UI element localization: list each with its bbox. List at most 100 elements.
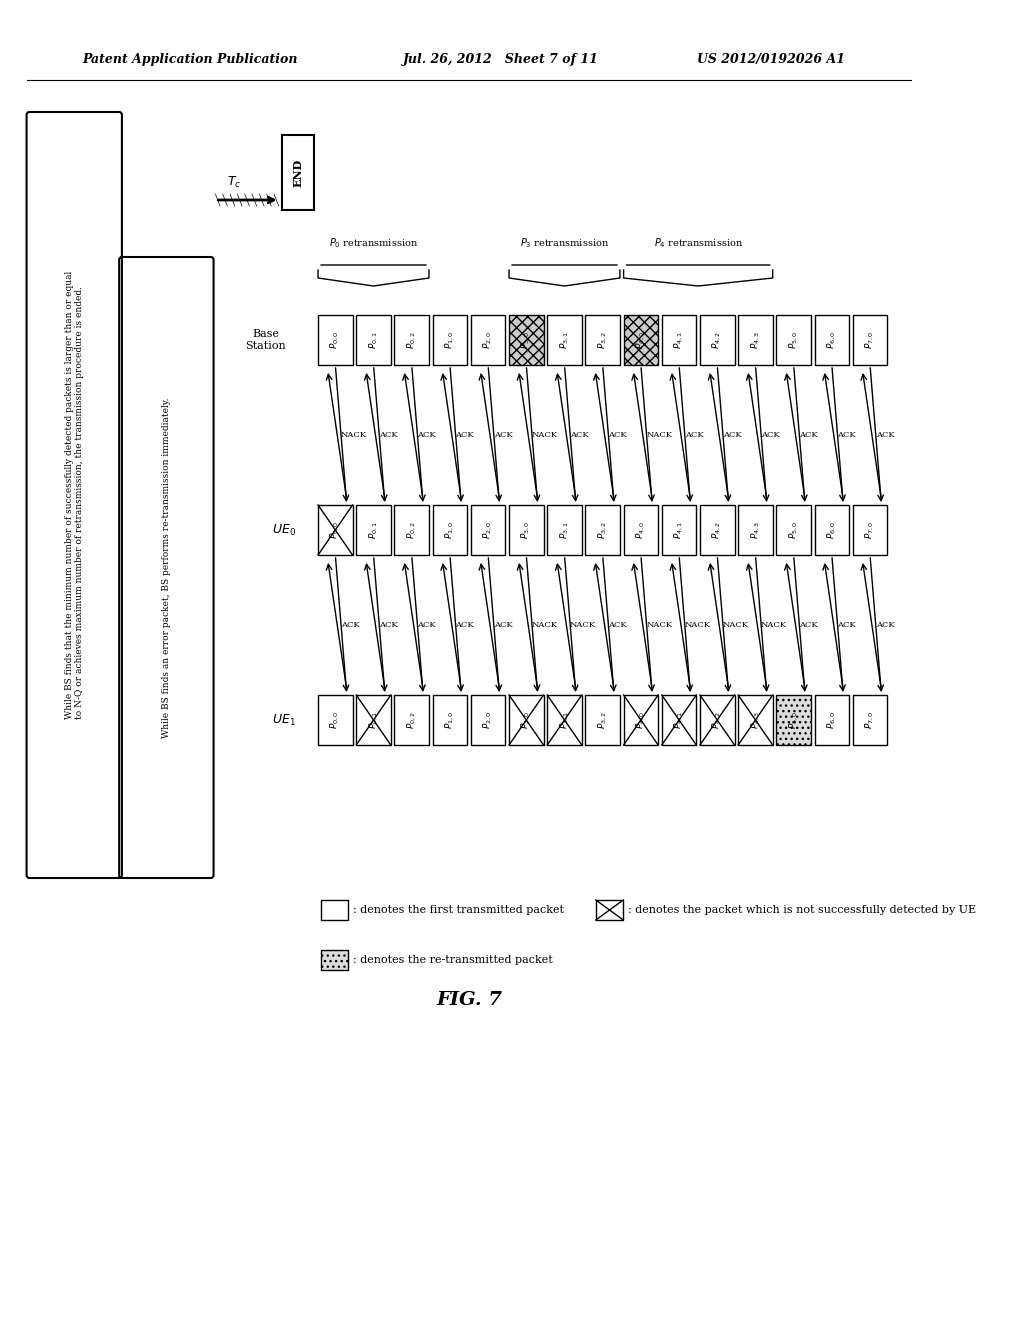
Text: $P_{4,3}$: $P_{4,3}$ <box>750 521 762 539</box>
Text: $P_{4,0}$: $P_{4,0}$ <box>635 521 647 539</box>
Bar <box>586 315 620 366</box>
Bar <box>432 506 467 554</box>
Text: ACK: ACK <box>723 432 741 440</box>
Bar <box>318 506 352 554</box>
Text: NACK: NACK <box>531 432 558 440</box>
Text: $P_{3,0}$: $P_{3,0}$ <box>520 711 532 729</box>
Text: $P_{3,1}$: $P_{3,1}$ <box>558 521 570 539</box>
Text: $P_{0,1}$: $P_{0,1}$ <box>368 331 380 348</box>
Text: : denotes the first transmitted packet: : denotes the first transmitted packet <box>353 906 564 915</box>
Text: ACK: ACK <box>341 620 359 630</box>
Text: $P_{3,2}$: $P_{3,2}$ <box>597 711 609 729</box>
Bar <box>509 315 544 366</box>
Bar <box>356 696 391 744</box>
Text: FIG. 7: FIG. 7 <box>436 991 503 1008</box>
Text: $P_{4,1}$: $P_{4,1}$ <box>673 711 685 729</box>
Bar <box>853 506 887 554</box>
Bar <box>700 506 734 554</box>
Bar <box>814 696 849 744</box>
Bar <box>547 315 582 366</box>
Bar <box>662 315 696 366</box>
Bar <box>662 506 696 554</box>
Bar <box>662 696 696 744</box>
Bar <box>814 506 849 554</box>
Text: Patent Application Publication: Patent Application Publication <box>83 54 298 66</box>
Text: : denotes the packet which is not successfully detected by UE: : denotes the packet which is not succes… <box>628 906 976 915</box>
Text: $P_{6,0}$: $P_{6,0}$ <box>825 331 838 348</box>
Text: $P_{4,1}$: $P_{4,1}$ <box>673 521 685 539</box>
Bar <box>624 696 658 744</box>
Text: ACK: ACK <box>608 432 627 440</box>
Text: ACK: ACK <box>379 620 398 630</box>
Text: $P_{5,0}$: $P_{5,0}$ <box>787 521 800 539</box>
Text: $P_0$ retransmission: $P_0$ retransmission <box>329 236 418 249</box>
Bar <box>509 696 544 744</box>
Bar <box>318 696 352 744</box>
Text: ACK: ACK <box>418 432 436 440</box>
Text: $P_{2,0}$: $P_{2,0}$ <box>482 521 495 539</box>
Text: $P_{1,0}$: $P_{1,0}$ <box>443 711 456 729</box>
Text: $T_c$: $T_c$ <box>226 174 241 190</box>
Text: ACK: ACK <box>379 432 398 440</box>
Text: $P_{0,0}$: $P_{0,0}$ <box>329 711 341 729</box>
Text: NACK: NACK <box>341 432 367 440</box>
Text: $P_3$ retransmission: $P_3$ retransmission <box>520 236 609 249</box>
Bar <box>853 315 887 366</box>
Text: ACK: ACK <box>876 432 894 440</box>
Text: $P_{0,2}$: $P_{0,2}$ <box>406 521 418 539</box>
Text: $UE_0$: $UE_0$ <box>272 523 296 537</box>
Text: $UE_1$: $UE_1$ <box>272 713 296 727</box>
Text: ACK: ACK <box>456 620 474 630</box>
Text: $P_{3,1}$: $P_{3,1}$ <box>558 711 570 729</box>
Text: ACK: ACK <box>608 620 627 630</box>
Bar <box>432 696 467 744</box>
Text: $P_{3,2}$: $P_{3,2}$ <box>597 521 609 539</box>
Text: $P_{0,1}$: $P_{0,1}$ <box>368 711 380 729</box>
Bar <box>356 315 391 366</box>
Text: $P_{4,3}$: $P_{4,3}$ <box>750 331 762 348</box>
Text: $P_4$ retransmission: $P_4$ retransmission <box>653 236 742 249</box>
Text: $P_{7,0}$: $P_{7,0}$ <box>864 331 877 348</box>
Bar <box>586 696 620 744</box>
Text: NACK: NACK <box>646 432 673 440</box>
Text: NACK: NACK <box>685 620 711 630</box>
Text: NACK: NACK <box>570 620 596 630</box>
Text: $P_{1,0}$: $P_{1,0}$ <box>443 331 456 348</box>
Bar <box>624 315 658 366</box>
Text: NACK: NACK <box>761 620 787 630</box>
Bar <box>321 950 348 970</box>
Text: $P_{2,0}$: $P_{2,0}$ <box>482 711 495 729</box>
Text: ACK: ACK <box>799 432 818 440</box>
Text: $P_{5,0}$: $P_{5,0}$ <box>787 711 800 729</box>
Bar <box>776 506 811 554</box>
Text: $P_{4,2}$: $P_{4,2}$ <box>711 521 723 539</box>
Text: ACK: ACK <box>418 620 436 630</box>
Bar <box>776 696 811 744</box>
Text: : denotes the re-transmitted packet: : denotes the re-transmitted packet <box>353 954 553 965</box>
Text: ACK: ACK <box>685 432 703 440</box>
Text: $P_{4,2}$: $P_{4,2}$ <box>711 331 723 348</box>
Text: $P_{0,0}$: $P_{0,0}$ <box>329 331 341 348</box>
Text: ACK: ACK <box>799 620 818 630</box>
Bar <box>432 315 467 366</box>
Bar <box>283 135 314 210</box>
Text: $P_{0,1}$: $P_{0,1}$ <box>368 521 380 539</box>
Bar <box>596 900 624 920</box>
Bar <box>700 696 734 744</box>
Bar <box>738 506 773 554</box>
Bar <box>356 506 391 554</box>
Bar <box>776 315 811 366</box>
Text: $P_{1,0}$: $P_{1,0}$ <box>443 521 456 539</box>
Text: $P_{4,2}$: $P_{4,2}$ <box>711 711 723 729</box>
Text: ACK: ACK <box>494 432 512 440</box>
Text: ACK: ACK <box>876 620 894 630</box>
Text: $P_{7,0}$: $P_{7,0}$ <box>864 521 877 539</box>
Text: ACK: ACK <box>838 620 856 630</box>
Bar <box>586 506 620 554</box>
Text: $P_{7,0}$: $P_{7,0}$ <box>864 711 877 729</box>
Text: NACK: NACK <box>531 620 558 630</box>
Text: $P_{0,2}$: $P_{0,2}$ <box>406 331 418 348</box>
Text: $P_{6,0}$: $P_{6,0}$ <box>825 711 838 729</box>
Text: ACK: ACK <box>494 620 512 630</box>
Text: While BS finds that the minimum number of successfully detected packets is large: While BS finds that the minimum number o… <box>65 271 84 719</box>
